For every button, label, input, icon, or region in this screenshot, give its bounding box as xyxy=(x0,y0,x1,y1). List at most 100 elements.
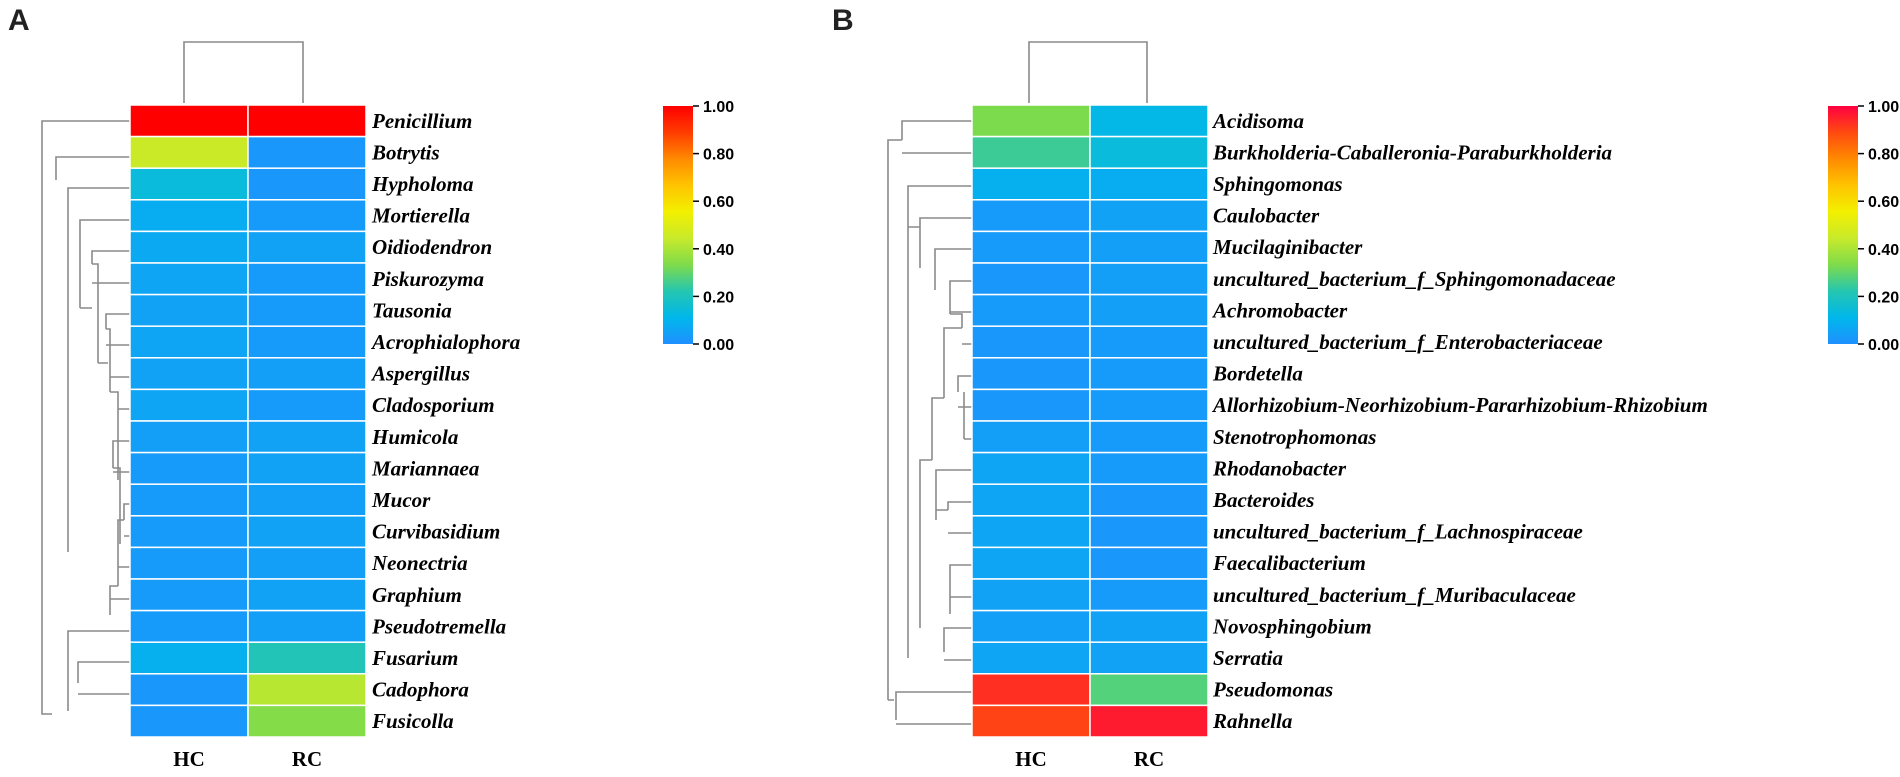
panel-b-colorbar-tick-label: 1.00 xyxy=(1868,99,1899,116)
panel-b-row-label: Sphingomonas xyxy=(1213,172,1343,196)
panel-a-row-label: Neonectria xyxy=(371,551,468,575)
panel-b-cell-3-0 xyxy=(971,199,1091,233)
panel-b-letter: B xyxy=(832,4,854,37)
panel-a-colorbar-tick-label: 0.40 xyxy=(703,242,734,259)
panel-a-cell-18-0 xyxy=(129,673,249,707)
panel-b-colorbar-tick-label: 0.20 xyxy=(1868,289,1899,306)
panel-b-cell-1-0 xyxy=(971,135,1091,169)
panel-b-colorbar-gradient xyxy=(1828,106,1858,344)
panel-a-cell-12-0 xyxy=(129,483,249,517)
panel-b-cell-7-1 xyxy=(1089,325,1209,359)
panel-b-colorbar-ticks: 0.00 0.20 0.40 0.60 0.80 1.00 xyxy=(1858,99,1899,354)
panel-b-cell-3-1 xyxy=(1089,199,1209,233)
panel-b-cell-16-0 xyxy=(971,609,1091,643)
panel-a-row-label: Mortierella xyxy=(371,204,470,228)
panel-b-colorbar-tick-label: 0.80 xyxy=(1868,147,1899,164)
panel-a-heatmap xyxy=(129,104,367,738)
panel-b-row-label: uncultured_bacterium_f_Lachnospiraceae xyxy=(1213,520,1583,544)
panel-a-cell-17-0 xyxy=(129,641,249,675)
panel-a-cell-10-0 xyxy=(129,420,249,454)
panel-b-cell-5-0 xyxy=(971,262,1091,296)
panel-a-row-label: Aspergillus xyxy=(370,362,470,386)
panel-a-colorbar-ticks: 0.00 0.20 0.40 0.60 0.80 1.00 xyxy=(693,99,734,354)
panel-b-cell-12-0 xyxy=(971,483,1091,517)
panel-b-cell-18-0 xyxy=(971,673,1091,707)
panel-a-row-label: Cadophora xyxy=(372,678,469,702)
panel-a-cell-12-1 xyxy=(247,483,367,517)
panel-b-cell-17-1 xyxy=(1089,641,1209,675)
panel-b-row-label: Pseudomonas xyxy=(1212,678,1333,702)
panel-b-cell-7-0 xyxy=(971,325,1091,359)
panel-a-cell-8-0 xyxy=(129,357,249,391)
panel-a-row-dendrogram xyxy=(41,120,130,715)
panel-a-cell-3-0 xyxy=(129,199,249,233)
panel-b-row-label: uncultured_bacterium_f_Muribaculaceae xyxy=(1213,583,1576,607)
panel-b-cell-15-1 xyxy=(1089,578,1209,612)
panel-b-row-label: Rahnella xyxy=(1212,709,1292,733)
panel-b-cell-15-0 xyxy=(971,578,1091,612)
panel-b-cell-14-1 xyxy=(1089,546,1209,580)
panel-b-row-label: Stenotrophomonas xyxy=(1213,425,1376,449)
panel-a-row-label: Fusarium xyxy=(371,646,458,670)
panel-b-colorbar-tick-label: 0.40 xyxy=(1868,242,1899,259)
panel-a-cell-6-0 xyxy=(129,293,249,327)
panel-b-cell-11-0 xyxy=(971,451,1091,485)
panel-b-cell-16-1 xyxy=(1089,609,1209,643)
panel-a-row-label: Mariannaea xyxy=(371,456,479,480)
panel-a-colorbar: 0.00 0.20 0.40 0.60 0.80 1.00 xyxy=(663,99,734,354)
panel-b-column-dendrogram xyxy=(1028,41,1148,103)
panel-b-cell-2-1 xyxy=(1089,167,1209,201)
panel-a-column-label: HC xyxy=(173,747,205,771)
panel-b-cell-6-0 xyxy=(971,293,1091,327)
panel-b-row-label: Allorhizobium-Neorhizobium-Pararhizobium… xyxy=(1211,393,1708,417)
panel-a-row-label: Acrophialophora xyxy=(370,330,520,354)
panel-a-cell-16-1 xyxy=(247,609,367,643)
panel-b-cell-18-1 xyxy=(1089,673,1209,707)
panel-b-colorbar: 0.00 0.20 0.40 0.60 0.80 1.00 xyxy=(1828,99,1899,354)
panel-b-row-label: Faecalibacterium xyxy=(1212,551,1366,575)
panel-a-letter: A xyxy=(8,4,30,37)
panel-b-cell-13-1 xyxy=(1089,515,1209,549)
panel-a-dendrograms xyxy=(41,41,304,715)
panel-a-cell-16-0 xyxy=(129,609,249,643)
panel-a-cell-2-0 xyxy=(129,167,249,201)
panel-b-column-label: HC xyxy=(1015,747,1047,771)
panel-a-row-label: Hypholoma xyxy=(371,172,474,196)
panel-b-row-label: Acidisoma xyxy=(1211,109,1304,133)
panel-a-cell-13-1 xyxy=(247,515,367,549)
panel-b-cell-2-0 xyxy=(971,167,1091,201)
panel-b-cell-13-0 xyxy=(971,515,1091,549)
panel-b-cell-6-1 xyxy=(1089,293,1209,327)
panel-b-row-label: uncultured_bacterium_f_Sphingomonadaceae xyxy=(1213,267,1616,291)
panel-b-cell-4-0 xyxy=(971,230,1091,264)
panel-a-row-label: Graphium xyxy=(372,583,462,607)
panel-a-row-label: Oidiodendron xyxy=(372,235,492,259)
panel-b-row-labels: Acidisoma Burkholderia-Caballeronia-Parab… xyxy=(1211,109,1708,733)
panel-a-cell-4-0 xyxy=(129,230,249,264)
panel-b-cell-9-1 xyxy=(1089,388,1209,422)
panel-a-column-dendrogram xyxy=(183,41,304,103)
panel-b-cell-10-0 xyxy=(971,420,1091,454)
panel-a-cell-19-1 xyxy=(247,704,367,738)
panel-a-row-label: Mucor xyxy=(371,488,431,512)
panel-a-cell-1-0 xyxy=(129,135,249,169)
panel-a-cell-6-1 xyxy=(247,293,367,327)
panel-a-row-label: Fusicolla xyxy=(371,709,454,733)
panel-a-row-label: Cladosporium xyxy=(372,393,495,417)
panel-a-cell-5-0 xyxy=(129,262,249,296)
panel-b-cell-10-1 xyxy=(1089,420,1209,454)
panel-a-cell-4-1 xyxy=(247,230,367,264)
panel-a-cell-18-1 xyxy=(247,673,367,707)
panel-b-column-labels: HC RC xyxy=(1015,747,1164,771)
panel-b-cell-9-0 xyxy=(971,388,1091,422)
panel-b-cell-4-1 xyxy=(1089,230,1209,264)
panel-b-cell-11-1 xyxy=(1089,451,1209,485)
panel-b-heatmap xyxy=(971,104,1209,738)
panel-a-cell-0-1 xyxy=(247,104,367,138)
panel-a-cell-5-1 xyxy=(247,262,367,296)
panel-b-row-label: Bordetella xyxy=(1212,362,1303,386)
panel-a-cell-19-0 xyxy=(129,704,249,738)
panel-a-cell-13-0 xyxy=(129,515,249,549)
panel-b-cell-8-1 xyxy=(1089,357,1209,391)
